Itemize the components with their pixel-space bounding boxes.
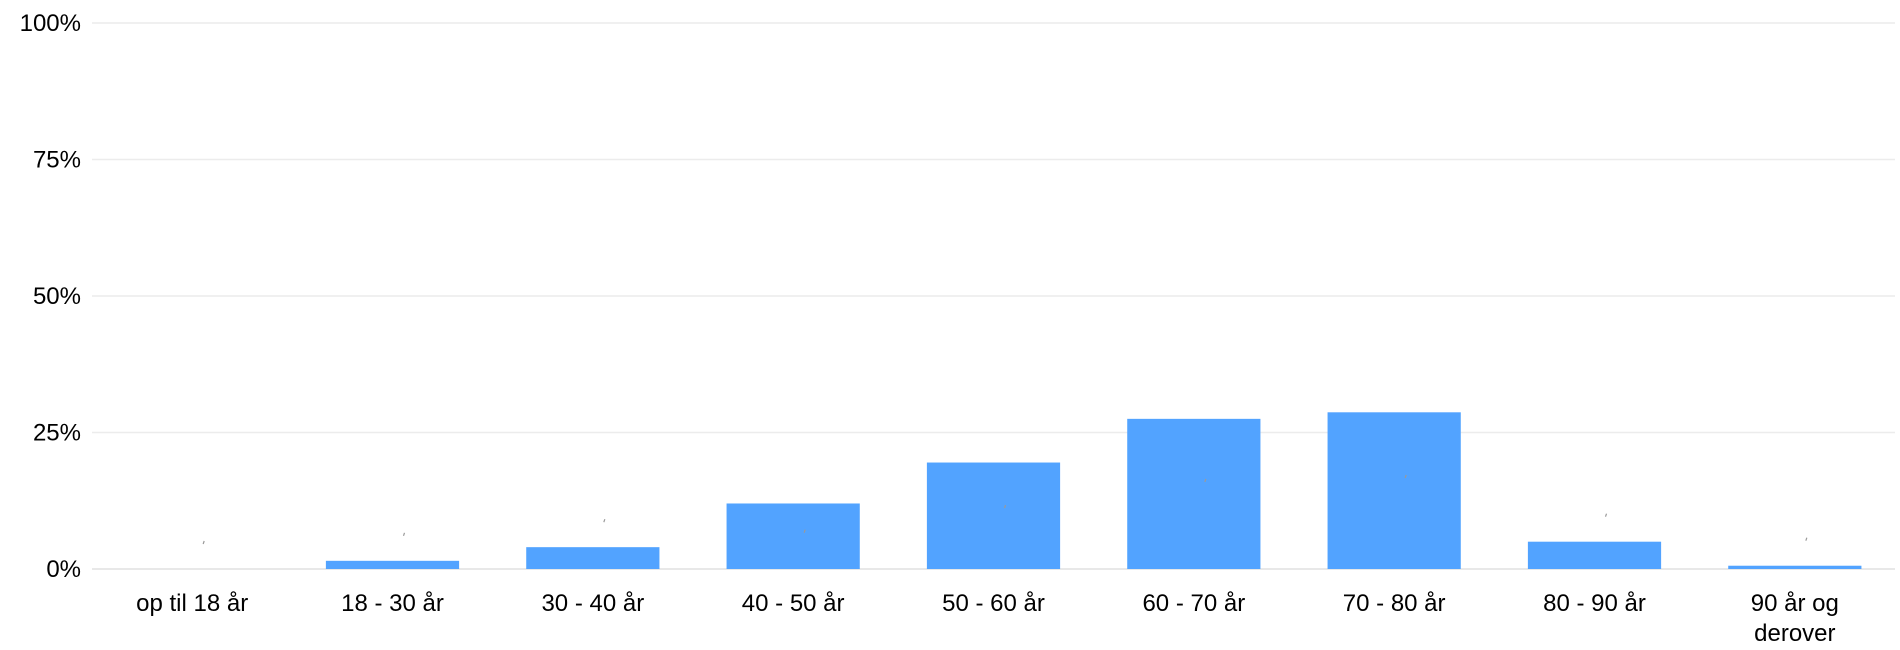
bar[interactable]: [1127, 418, 1261, 569]
y-axis-ticks: 0% 25% 50% 75% 100%: [20, 10, 81, 583]
x-tick-label: 18 - 30 år: [341, 590, 444, 617]
y-tick-label: 0%: [46, 556, 81, 583]
bar[interactable]: [726, 503, 860, 569]
bar[interactable]: [526, 547, 660, 569]
bar[interactable]: [325, 560, 460, 569]
bar-mark: [1404, 474, 1407, 479]
bar[interactable]: [1527, 541, 1662, 569]
bar-mark: [1204, 478, 1207, 483]
x-tick-label: op til 18 år: [136, 590, 248, 617]
bar-mark: [1805, 537, 1808, 541]
bar[interactable]: [1327, 412, 1461, 569]
x-tick-label: 40 - 50 år: [742, 590, 845, 617]
x-tick-label: 50 - 60 år: [942, 590, 1045, 617]
bar-mark: [1604, 513, 1608, 517]
bar-mark: [202, 540, 205, 545]
x-tick-label: 30 - 40 år: [541, 590, 644, 617]
y-tick-label: 50%: [33, 283, 81, 310]
bar-mark: [1003, 504, 1007, 509]
x-tick-label: 80 - 90 år: [1543, 590, 1646, 617]
bar-mark: [603, 518, 606, 523]
bar-mark: [803, 529, 806, 533]
x-tick-label: 60 - 70 år: [1142, 590, 1245, 617]
bars: [202, 412, 1862, 569]
y-tick-label: 75%: [33, 147, 81, 174]
y-tick-label: 25%: [33, 420, 81, 447]
x-tick-label: 70 - 80 år: [1343, 590, 1446, 617]
bar[interactable]: [926, 462, 1061, 569]
x-tick-label: 90 år og derover: [1751, 590, 1839, 647]
x-axis-ticks: op til 18 år 18 - 30 år 30 - 40 år 40 - 50 …: [136, 590, 1839, 647]
bar[interactable]: [1728, 565, 1862, 569]
bar-mark: [402, 532, 406, 536]
y-tick-label: 100%: [20, 10, 81, 37]
